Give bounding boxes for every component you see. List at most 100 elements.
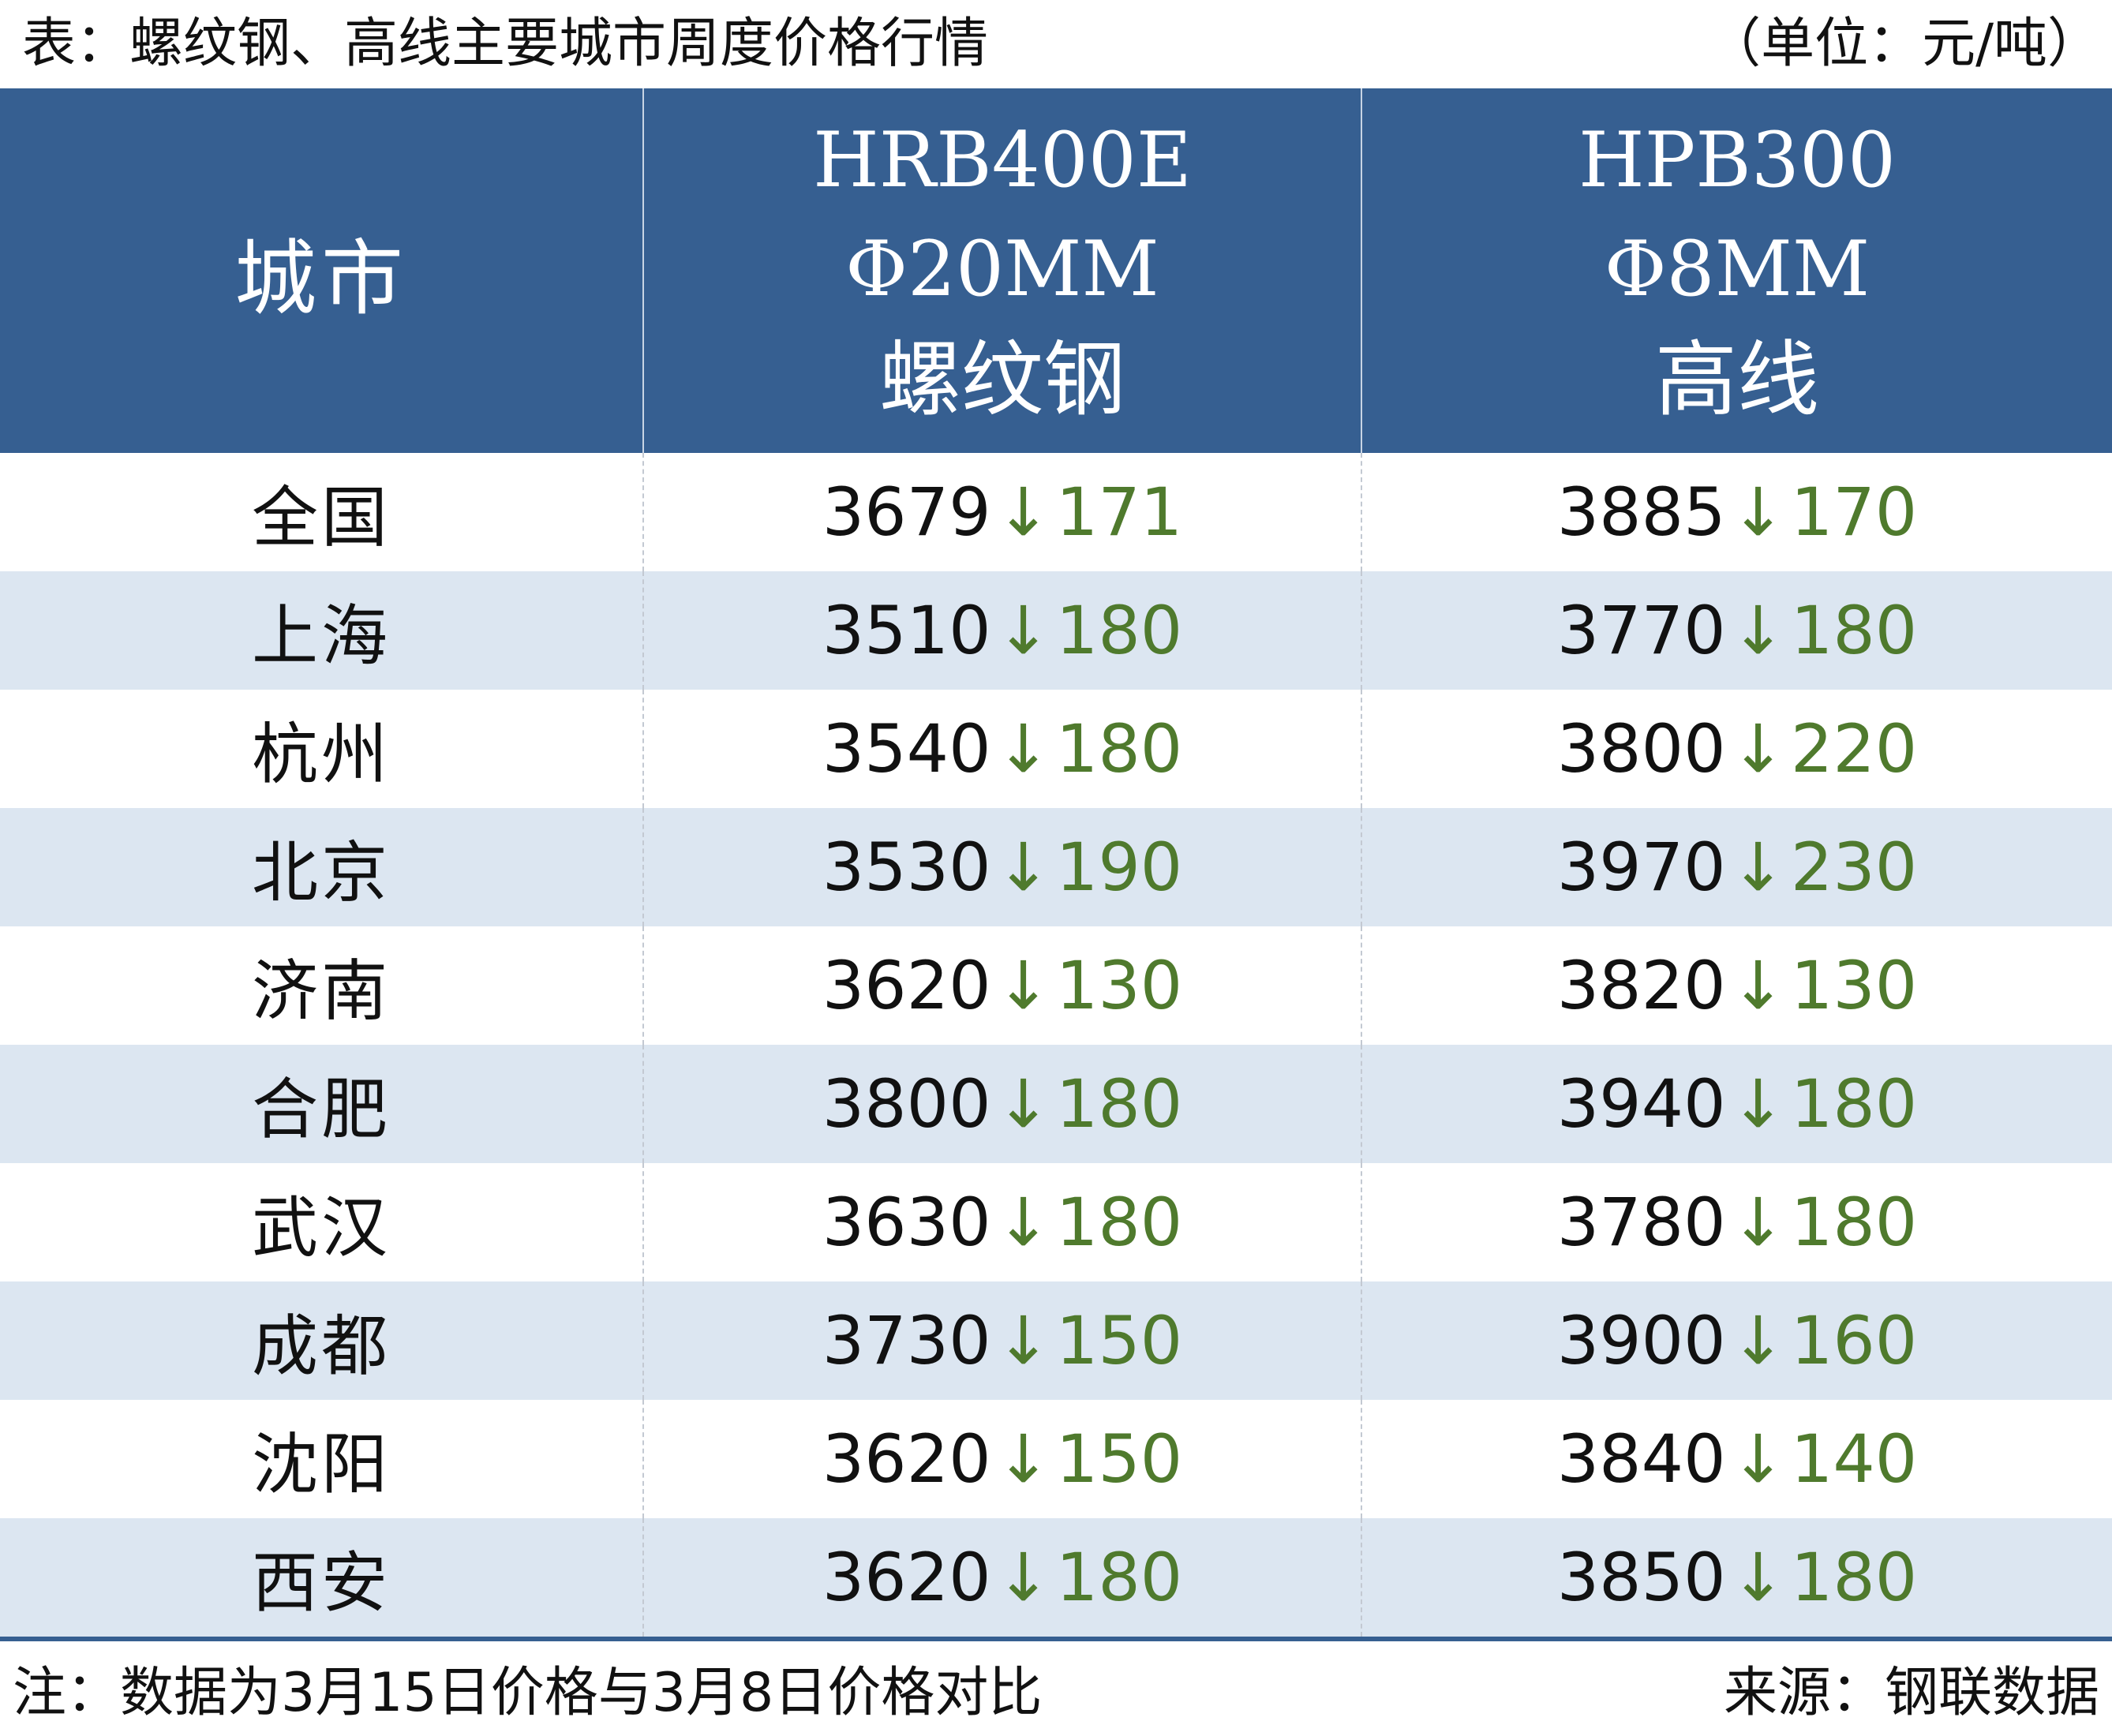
rebar-price: 3730	[822, 1302, 991, 1379]
table-body: 全国 3679↓171 3885↓170 上海 3510↓180 3770↓180 杭州 35…	[0, 453, 2112, 1641]
wire-price: 3770	[1556, 592, 1726, 669]
wire-price-cell: 3850↓180	[1361, 1518, 2112, 1641]
city-cell: 西安	[0, 1518, 643, 1641]
rebar-price: 3540	[822, 710, 991, 788]
wire-price-change: 140	[1790, 1420, 1918, 1498]
wire-price: 3970	[1556, 829, 1726, 906]
city-cell: 上海	[0, 571, 643, 690]
down-arrow-icon: ↓	[1730, 829, 1786, 906]
wire-price-change: 230	[1790, 829, 1918, 906]
footer: 注：数据为3月15日价格与3月8日价格对比 来源：钢联数据	[0, 1654, 2112, 1733]
wire-price: 3800	[1556, 710, 1726, 788]
rebar-price-cell: 3620↓150	[642, 1400, 1361, 1518]
rebar-price-cell: 3679↓171	[642, 453, 1361, 571]
wire-price: 3820	[1556, 947, 1726, 1024]
wire-price-cell: 3770↓180	[1361, 571, 2112, 690]
wire-price: 3780	[1556, 1184, 1726, 1261]
rebar-price: 3630	[822, 1184, 991, 1261]
city-cell: 合肥	[0, 1045, 643, 1163]
city-name: 上海	[251, 597, 391, 675]
title-bar: 表：螺纹钢、高线主要城市周度价格行情 （单位：元/吨）	[0, 0, 2112, 88]
city-cell: 北京	[0, 808, 643, 926]
rebar-price-change: 180	[1055, 592, 1183, 669]
city-column-header: 城市	[0, 88, 643, 453]
rebar-price-cell: 3510↓180	[642, 571, 1361, 690]
unit-label: （单位：元/吨）	[1707, 13, 2101, 75]
wire-price-cell: 3800↓220	[1361, 690, 2112, 808]
rebar-price-cell: 3630↓180	[642, 1163, 1361, 1281]
table-title: 表：螺纹钢、高线主要城市周度价格行情	[22, 13, 989, 75]
wire-price-cell: 3820↓130	[1361, 926, 2112, 1045]
city-cell: 成都	[0, 1281, 643, 1400]
wire-price-cell: 3900↓160	[1361, 1281, 2112, 1400]
footnote: 注：数据为3月15日价格与3月8日价格对比	[13, 1662, 1043, 1724]
table-row: 成都 3730↓150 3900↓160	[0, 1281, 2112, 1400]
down-arrow-icon: ↓	[995, 1420, 1051, 1498]
wire-price-change: 170	[1790, 473, 1918, 551]
down-arrow-icon: ↓	[995, 473, 1051, 551]
table-row: 武汉 3630↓180 3780↓180	[0, 1163, 2112, 1281]
header-row: 城市 HRB400E Φ20MM 螺纹钢 HPB300 Φ8MM 高线	[0, 88, 2112, 453]
down-arrow-icon: ↓	[995, 592, 1051, 669]
wire-price-cell: 3970↓230	[1361, 808, 2112, 926]
table-row: 沈阳 3620↓150 3840↓140	[0, 1400, 2112, 1518]
down-arrow-icon: ↓	[1730, 1420, 1786, 1498]
wire-price: 3840	[1556, 1420, 1726, 1498]
rebar-price-change: 171	[1055, 473, 1183, 551]
rebar-price: 3679	[822, 473, 991, 551]
wire-column-header: HPB300 Φ8MM 高线	[1361, 88, 2112, 453]
rebar-grade-label: HRB400E	[813, 116, 1192, 204]
wire-price-change: 180	[1790, 1539, 1918, 1616]
wire-size-label: Φ8MM	[1604, 225, 1870, 313]
wire-price-change: 220	[1790, 710, 1918, 788]
wire-price-change: 130	[1790, 947, 1918, 1024]
rebar-size-label: Φ20MM	[845, 225, 1159, 313]
down-arrow-icon: ↓	[995, 829, 1051, 906]
rebar-price-cell: 3730↓150	[642, 1281, 1361, 1400]
down-arrow-icon: ↓	[995, 1539, 1051, 1616]
rebar-price-change: 130	[1055, 947, 1183, 1024]
rebar-price-cell: 3620↓180	[642, 1518, 1361, 1641]
rebar-price: 3620	[822, 1539, 991, 1616]
rebar-price-change: 190	[1055, 829, 1183, 906]
source-label: 来源：钢联数据	[1723, 1662, 2099, 1724]
rebar-price-change: 180	[1055, 1065, 1183, 1143]
table-row: 济南 3620↓130 3820↓130	[0, 926, 2112, 1045]
table-row: 全国 3679↓171 3885↓170	[0, 453, 2112, 571]
table-row: 杭州 3540↓180 3800↓220	[0, 690, 2112, 808]
city-name: 成都	[251, 1307, 391, 1385]
rebar-price-change: 150	[1055, 1420, 1183, 1498]
table-row: 合肥 3800↓180 3940↓180	[0, 1045, 2112, 1163]
rebar-column-header: HRB400E Φ20MM 螺纹钢	[642, 88, 1361, 453]
city-cell: 沈阳	[0, 1400, 643, 1518]
table-header: 城市 HRB400E Φ20MM 螺纹钢 HPB300 Φ8MM 高线	[0, 88, 2112, 453]
down-arrow-icon: ↓	[1730, 473, 1786, 551]
rebar-name-label: 螺纹钢	[878, 331, 1125, 428]
wire-grade-label: HPB300	[1578, 116, 1897, 204]
rebar-price-change: 180	[1055, 1539, 1183, 1616]
rebar-price-change: 180	[1055, 1184, 1183, 1261]
city-cell: 济南	[0, 926, 643, 1045]
city-name: 北京	[251, 833, 391, 911]
wire-price: 3900	[1556, 1302, 1726, 1379]
rebar-price-cell: 3800↓180	[642, 1045, 1361, 1163]
rebar-price-cell: 3540↓180	[642, 690, 1361, 808]
down-arrow-icon: ↓	[1730, 947, 1786, 1024]
wire-name-label: 高线	[1654, 331, 1819, 428]
wire-price-cell: 3780↓180	[1361, 1163, 2112, 1281]
city-name: 西安	[251, 1543, 391, 1622]
wire-price-change: 180	[1790, 592, 1918, 669]
wire-price-change: 180	[1790, 1065, 1918, 1143]
city-name: 杭州	[251, 715, 391, 793]
city-name: 合肥	[251, 1070, 391, 1148]
rebar-price-change: 150	[1055, 1302, 1183, 1379]
rebar-price-cell: 3530↓190	[642, 808, 1361, 926]
price-table: 城市 HRB400E Φ20MM 螺纹钢 HPB300 Φ8MM 高线 全国 36…	[0, 88, 2112, 1641]
city-name: 沈阳	[251, 1425, 391, 1503]
rebar-price: 3510	[822, 592, 991, 669]
city-name: 济南	[251, 952, 391, 1030]
down-arrow-icon: ↓	[1730, 592, 1786, 669]
down-arrow-icon: ↓	[995, 947, 1051, 1024]
table-row: 北京 3530↓190 3970↓230	[0, 808, 2112, 926]
down-arrow-icon: ↓	[995, 1184, 1051, 1261]
